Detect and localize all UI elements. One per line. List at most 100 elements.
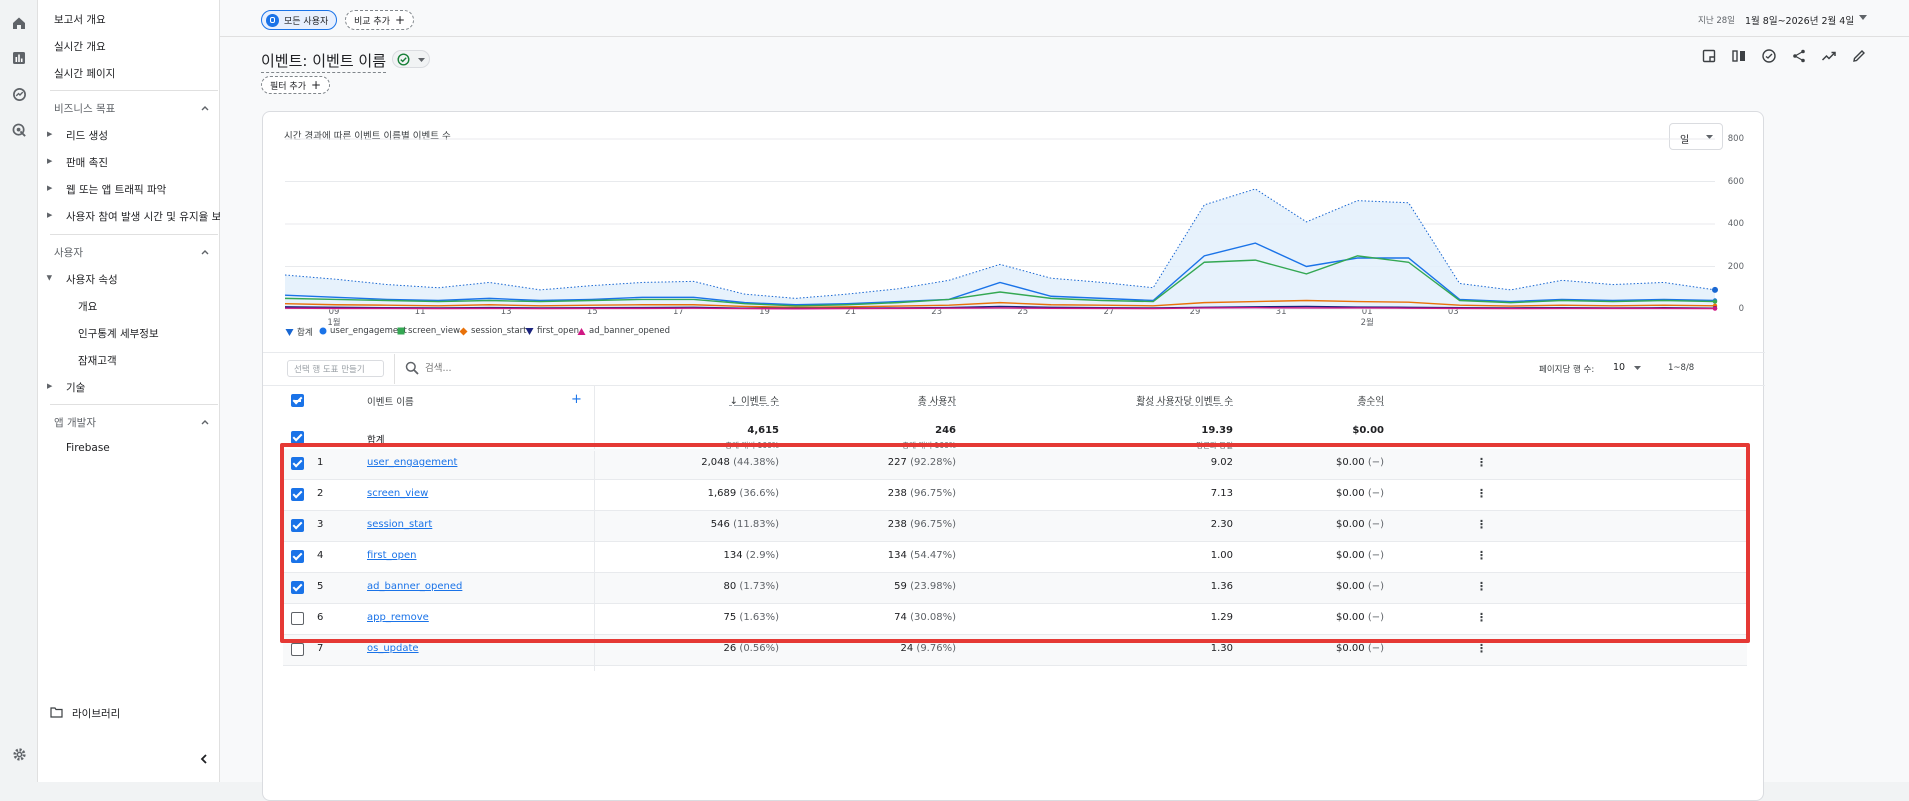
row-more-menu-icon[interactable]: ⋮ — [1476, 642, 1487, 655]
nav-tech[interactable]: 기술 — [66, 382, 86, 394]
row-more-menu-icon[interactable]: ⋮ — [1476, 456, 1487, 469]
table-row[interactable] — [283, 511, 1747, 542]
row-more-menu-icon[interactable]: ⋮ — [1476, 487, 1487, 500]
column-header-events-per-user[interactable]: 활성 사용자당 이벤트 수 — [1136, 396, 1233, 407]
section-app-developer[interactable]: 앱 개발자 — [54, 417, 96, 429]
row-checkbox[interactable] — [291, 457, 304, 470]
event-name-link[interactable]: ad_banner_opened — [367, 581, 463, 592]
table-row[interactable] — [283, 604, 1747, 635]
table-row[interactable] — [283, 449, 1747, 480]
insights-icon[interactable] — [1761, 48, 1777, 64]
table-row[interactable] — [283, 480, 1747, 511]
collapse-chevron-icon[interactable] — [198, 753, 210, 765]
advertising-icon[interactable] — [10, 121, 28, 139]
granularity-select[interactable]: 일 — [1669, 123, 1723, 150]
nav-realtime-pages[interactable]: 실시간 페이지 — [54, 68, 116, 80]
row-checkbox[interactable] — [291, 550, 304, 563]
nav-traffic[interactable]: 웹 또는 앱 트래픽 파악 — [66, 184, 167, 196]
edit-comparison-icon[interactable] — [1701, 48, 1717, 64]
legend-item[interactable]: screen_view — [397, 326, 460, 336]
search-input[interactable] — [425, 360, 625, 377]
event-name-link[interactable]: app_remove — [367, 612, 429, 623]
section-business-goals[interactable]: 비즈니스 목표 — [54, 103, 116, 115]
events-per-user: 1.29 — [1210, 612, 1233, 623]
table-row[interactable] — [283, 573, 1747, 604]
trend-icon[interactable] — [1821, 48, 1837, 64]
date-dropdown-icon[interactable] — [1859, 15, 1867, 21]
series-end-point — [1712, 286, 1718, 293]
nav-library[interactable]: 라이브러리 — [72, 708, 121, 720]
settings-gear-icon[interactable] — [10, 745, 28, 763]
add-filter-chip[interactable]: 필터 추가 + — [261, 76, 331, 94]
total-users-value: 24 — [900, 643, 914, 654]
compare-chip[interactable]: 비교 추가 + — [345, 10, 415, 30]
nav-report-overview[interactable]: 보고서 개요 — [54, 14, 106, 26]
legend-item[interactable]: user_engagement — [319, 326, 407, 336]
reports-icon[interactable] — [10, 49, 28, 67]
caret-down-icon[interactable] — [1634, 366, 1641, 371]
row-more-menu-icon[interactable]: ⋮ — [1476, 549, 1487, 562]
totals-checkbox[interactable] — [291, 431, 304, 444]
event-count: 1,689 (36.6%) — [663, 488, 779, 499]
home-icon[interactable] — [10, 14, 28, 32]
nav-realtime-overview[interactable]: 실시간 개요 — [54, 41, 106, 53]
row-more-menu-icon[interactable]: ⋮ — [1476, 580, 1487, 593]
y-tick-label: 200 — [1727, 261, 1744, 272]
event-name-link[interactable]: os_update — [367, 643, 419, 654]
row-more-menu-icon[interactable]: ⋮ — [1476, 611, 1487, 624]
event-count: 80 (1.73%) — [663, 581, 780, 592]
select-all-checkbox[interactable] — [291, 394, 304, 407]
chevron-up-icon[interactable] — [200, 247, 210, 257]
add-dimension-plus-icon[interactable]: + — [571, 392, 582, 407]
table-row[interactable] — [283, 542, 1747, 573]
nav-lead-generation[interactable]: 리드 생성 — [66, 130, 108, 142]
legend-item[interactable]: first_open — [525, 326, 579, 336]
column-header-event-name[interactable]: 이벤트 이름 — [367, 397, 414, 408]
row-rank: 5 — [317, 581, 324, 592]
column-header-total-users[interactable]: 총 사용자 — [918, 396, 956, 407]
nav-engagement-retention[interactable]: 사용자 참여 발생 시간 및 유지율 보기 — [66, 211, 231, 223]
title-status-chip[interactable] — [392, 50, 430, 68]
legend-item[interactable]: 합계 — [285, 326, 313, 338]
date-range[interactable]: 1월 8일~2026년 2월 4일 — [1745, 16, 1855, 27]
series-line-ad_banner_opened — [284, 307, 1716, 310]
event-name-link[interactable]: screen_view — [367, 488, 429, 499]
share-icon[interactable] — [1791, 48, 1807, 64]
nav-firebase[interactable]: Firebase — [66, 442, 110, 454]
row-checkbox[interactable] — [291, 643, 304, 656]
row-more-menu-icon[interactable]: ⋮ — [1476, 518, 1487, 531]
row-checkbox[interactable] — [291, 612, 304, 625]
plot-rows-button[interactable]: 선택 행 도표 만들기 — [287, 360, 384, 377]
segment-chip[interactable]: 모든 사용자 — [261, 10, 338, 30]
nav-overview[interactable]: 개요 — [78, 301, 98, 313]
event-name-link[interactable]: user_engagement — [367, 457, 458, 468]
legend-item[interactable]: ad_banner_opened — [577, 326, 670, 336]
row-checkbox[interactable] — [291, 488, 304, 501]
nav-audiences[interactable]: 잠재고객 — [78, 355, 117, 367]
edit-pencil-icon[interactable] — [1851, 48, 1867, 64]
row-checkbox[interactable] — [291, 581, 304, 594]
caret-down-icon: ▶ — [45, 275, 54, 281]
left-rail — [0, 0, 38, 782]
x-tick-label: 23 — [931, 307, 943, 317]
event-name-link[interactable]: first_open — [367, 550, 417, 561]
total-revenue: $0.00 (−) — [1303, 519, 1384, 530]
chevron-up-icon[interactable] — [200, 417, 210, 427]
nav-demographics[interactable]: 인구통계 세부정보 — [78, 328, 159, 340]
event-name-link[interactable]: session_start — [367, 519, 433, 530]
explore-icon[interactable] — [10, 85, 28, 103]
nav-drive-sales[interactable]: 판매 촉진 — [66, 157, 108, 169]
total-users-pct: (96.75%) — [910, 519, 956, 530]
compare-columns-icon[interactable] — [1731, 48, 1747, 64]
total-users-value: 238 — [887, 488, 907, 499]
section-user[interactable]: 사용자 — [54, 247, 83, 259]
event-count-pct: (1.63%) — [739, 612, 779, 623]
column-header-event-count[interactable]: ↓ 이벤트 수 — [713, 393, 779, 407]
table-row[interactable] — [283, 635, 1747, 666]
chevron-up-icon[interactable] — [200, 103, 210, 113]
nav-user-attributes[interactable]: 사용자 속성 — [66, 274, 118, 286]
row-checkbox[interactable] — [291, 519, 304, 532]
column-header-total-revenue[interactable]: 총수익 — [1357, 396, 1384, 407]
legend-item[interactable]: session_start — [459, 326, 527, 336]
rows-per-page-value[interactable]: 10 — [1613, 362, 1626, 373]
